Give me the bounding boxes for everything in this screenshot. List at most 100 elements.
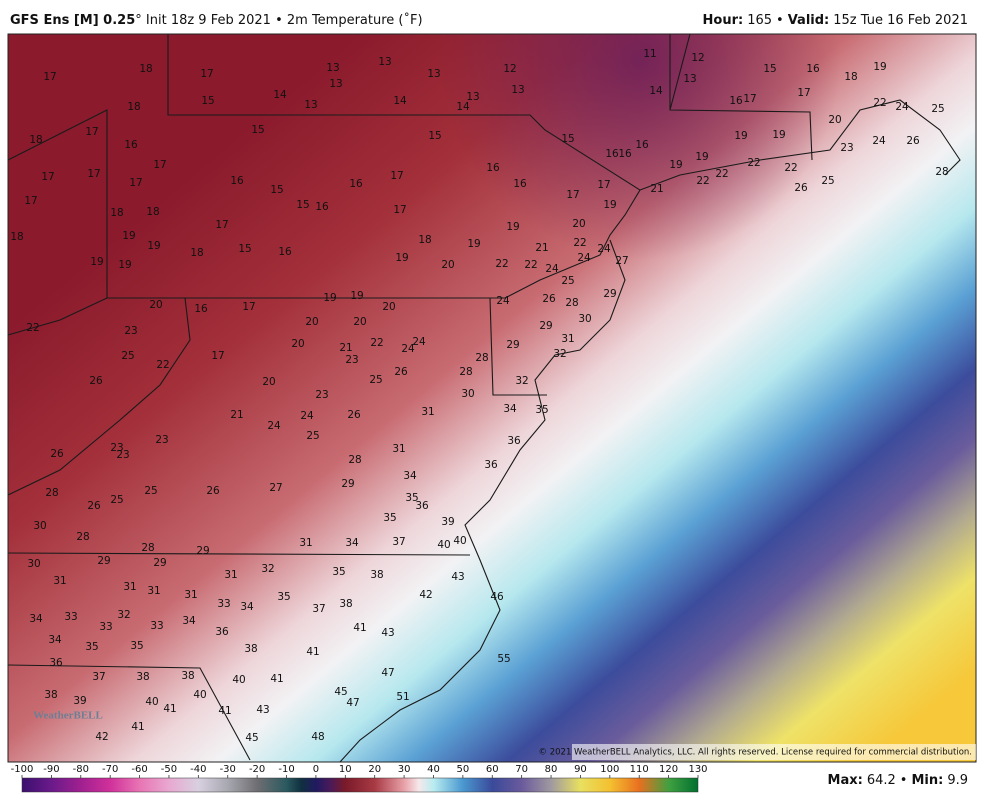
temp-label: 29 [603,288,616,300]
temp-label: 14 [456,101,470,113]
ny-ne-border [669,33,813,161]
temp-label: 20 [149,299,162,311]
temp-label: 35 [85,641,98,653]
temp-label: 36 [215,626,229,638]
temp-label: 30 [27,558,40,570]
temp-label: 34 [403,470,417,482]
temp-label: 23 [345,354,358,366]
temp-label: 36 [507,435,521,447]
min-label: Min: [911,773,943,788]
temp-label: 25 [369,374,382,386]
temp-label: 16 [349,178,363,190]
temp-label: 18 [190,247,203,259]
max-label: Max: [828,773,863,788]
temp-label: 38 [136,671,149,683]
colorbar-tick-label: -40 [190,764,206,775]
colorbar-tick-label: 50 [457,764,470,775]
colorbar-tick-label: -100 [11,764,34,775]
temp-label: 19 [350,290,363,302]
temp-label: 37 [392,536,405,548]
temp-label: 25 [110,494,123,506]
temp-label: 34 [503,403,517,415]
temp-label: 34 [345,537,359,549]
temp-label: 38 [44,689,57,701]
colorbar-tick-label: 0 [313,764,319,775]
temp-label: 33 [217,598,230,610]
temp-label: 24 [496,295,510,307]
temp-label: 28 [565,297,578,309]
temp-label: 42 [95,731,108,743]
temp-label: 16 [635,139,649,151]
temp-label: 15 [428,130,441,142]
temp-label: 32 [553,348,566,360]
temp-label: 22 [573,237,586,249]
temp-label: 18 [29,134,42,146]
temp-label: 48 [311,731,324,743]
temp-label: 13 [378,56,391,68]
temp-label: 41 [163,703,176,715]
temp-label: 24 [412,336,426,348]
temp-label: 36 [49,657,63,669]
temp-label: 18 [110,207,123,219]
valid-value: 15z Tue 16 Feb 2021 [833,13,968,28]
temp-label: 33 [150,620,163,632]
min-value: 9.9 [947,773,968,788]
temp-label: 12 [691,52,704,64]
temp-label: 18 [127,101,140,113]
temp-label: 15 [270,184,283,196]
temp-label: 29 [341,478,354,490]
temp-label: 19 [118,259,131,271]
temp-label: 45 [245,732,258,744]
colorbar-tick-label: 130 [688,764,707,775]
temp-label: 29 [153,557,166,569]
title-rest: ° Init 18z 9 Feb 2021 • 2m Temperature (… [135,12,422,28]
colorbar-tick-label: 110 [630,764,649,775]
temp-label: 24 [872,135,886,147]
temp-label: 18 [146,206,159,218]
borders [7,33,961,763]
colorbar-tick-label: 20 [368,764,381,775]
colorbar-tick-label: 70 [515,764,528,775]
temp-label: 43 [381,627,394,639]
temp-label: 40 [232,674,245,686]
temp-label: 17 [393,204,406,216]
temp-label: 19 [734,130,747,142]
cold-core [8,34,976,762]
temp-label: 16 [278,246,292,258]
hour-value: 165 [747,13,772,28]
temp-label: 26 [347,409,361,421]
temp-label: 15 [561,133,574,145]
temp-label: 26 [87,500,101,512]
temp-label: 20 [441,259,454,271]
temp-label: 37 [92,671,105,683]
temp-label: 17 [242,301,255,313]
temp-label: 22 [873,97,886,109]
temp-label: 32 [261,563,274,575]
temp-label: 14 [393,95,407,107]
temp-label: 23 [124,325,137,337]
temp-label: 20 [353,316,366,328]
temp-label: 34 [48,634,62,646]
temp-label: 42 [419,589,432,601]
temp-label: 21 [339,342,352,354]
temp-label: 20 [572,218,585,230]
temp-label: 19 [772,129,785,141]
valid-label: Valid: [788,13,830,28]
colorbar-tick-label: -80 [73,764,89,775]
temp-label: 41 [306,646,319,658]
temp-label: 30 [578,313,591,325]
colorbar-tick-label: 60 [486,764,499,775]
temp-label: 15 [296,199,309,211]
temp-label: 26 [50,448,64,460]
colorbar-tick-label: 10 [339,764,352,775]
temp-label: 23 [116,449,129,461]
colorbar-tick-label: 120 [659,764,678,775]
temp-label: 19 [669,159,682,171]
temp-label: 19 [395,252,408,264]
temp-label: 26 [394,366,408,378]
temp-label: 38 [181,670,194,682]
map-frame [7,33,977,763]
temp-label: 19 [147,240,160,252]
